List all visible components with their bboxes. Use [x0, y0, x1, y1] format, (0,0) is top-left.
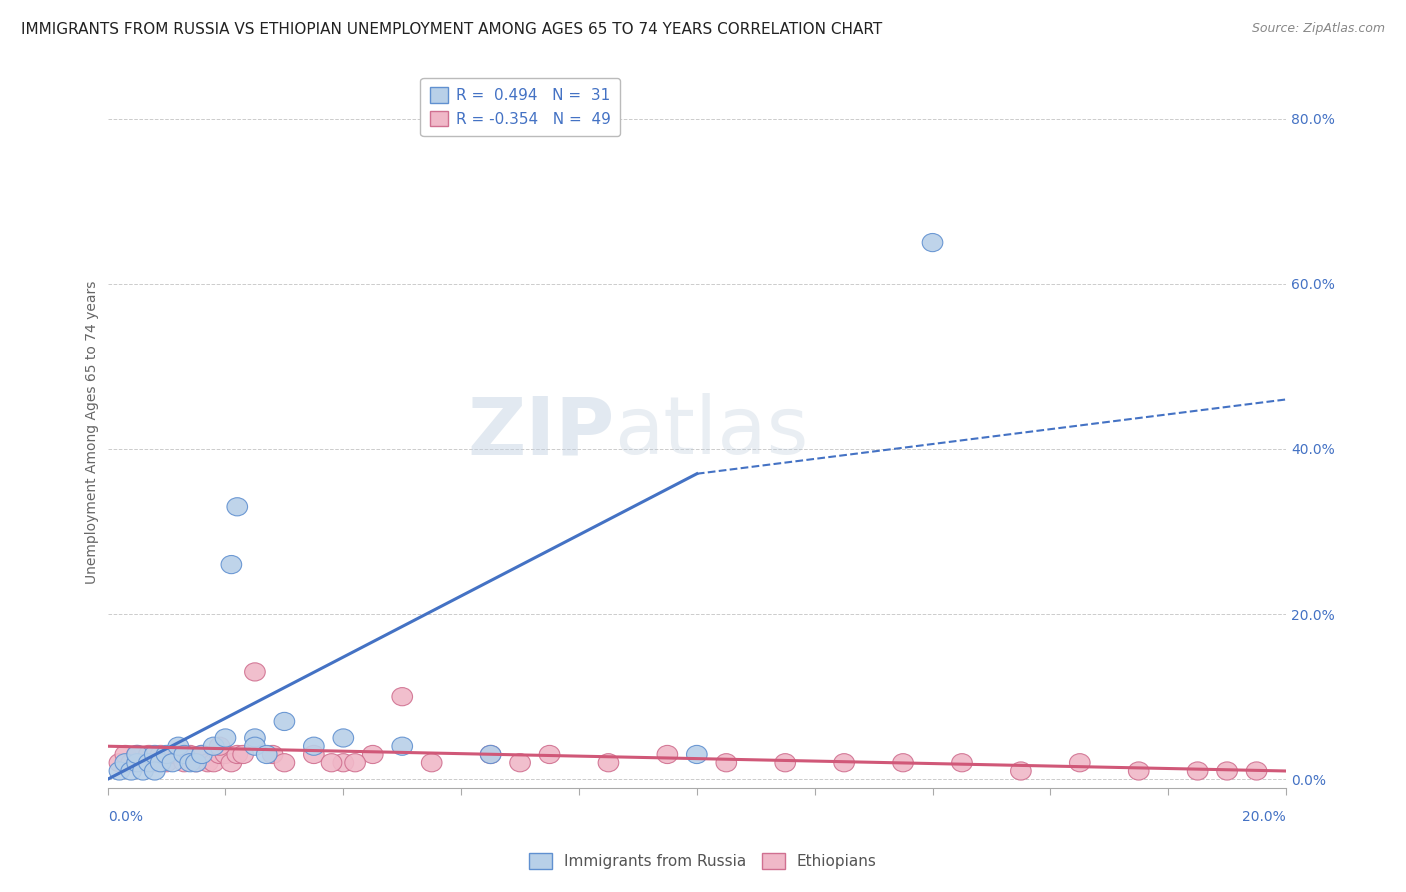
Ellipse shape	[422, 754, 441, 772]
Ellipse shape	[657, 746, 678, 764]
Ellipse shape	[180, 754, 201, 772]
Text: Source: ZipAtlas.com: Source: ZipAtlas.com	[1251, 22, 1385, 36]
Ellipse shape	[392, 688, 412, 706]
Ellipse shape	[115, 746, 135, 764]
Ellipse shape	[221, 754, 242, 772]
Text: 0.0%: 0.0%	[108, 810, 142, 824]
Ellipse shape	[110, 754, 129, 772]
Ellipse shape	[139, 754, 159, 772]
Ellipse shape	[510, 754, 530, 772]
Ellipse shape	[115, 754, 135, 772]
Ellipse shape	[156, 746, 177, 764]
Ellipse shape	[256, 746, 277, 764]
Ellipse shape	[204, 737, 224, 756]
Ellipse shape	[174, 746, 194, 764]
Ellipse shape	[598, 754, 619, 772]
Ellipse shape	[226, 746, 247, 764]
Ellipse shape	[1129, 762, 1149, 780]
Ellipse shape	[145, 754, 165, 772]
Ellipse shape	[150, 754, 172, 772]
Ellipse shape	[481, 746, 501, 764]
Ellipse shape	[304, 737, 325, 756]
Ellipse shape	[145, 762, 165, 780]
Ellipse shape	[162, 746, 183, 764]
Ellipse shape	[209, 737, 231, 756]
Y-axis label: Unemployment Among Ages 65 to 74 years: Unemployment Among Ages 65 to 74 years	[86, 281, 100, 584]
Ellipse shape	[834, 754, 855, 772]
Ellipse shape	[139, 746, 159, 764]
Ellipse shape	[209, 746, 231, 764]
Ellipse shape	[274, 713, 295, 731]
Ellipse shape	[127, 746, 148, 764]
Ellipse shape	[274, 754, 295, 772]
Ellipse shape	[952, 754, 973, 772]
Ellipse shape	[186, 754, 207, 772]
Ellipse shape	[145, 746, 165, 764]
Ellipse shape	[233, 746, 253, 764]
Ellipse shape	[1246, 762, 1267, 780]
Ellipse shape	[922, 234, 943, 252]
Ellipse shape	[204, 754, 224, 772]
Ellipse shape	[333, 729, 354, 747]
Ellipse shape	[245, 663, 266, 681]
Text: IMMIGRANTS FROM RUSSIA VS ETHIOPIAN UNEMPLOYMENT AMONG AGES 65 TO 74 YEARS CORRE: IMMIGRANTS FROM RUSSIA VS ETHIOPIAN UNEM…	[21, 22, 883, 37]
Ellipse shape	[716, 754, 737, 772]
Ellipse shape	[121, 754, 142, 772]
Ellipse shape	[1216, 762, 1237, 780]
Ellipse shape	[263, 746, 283, 764]
Ellipse shape	[132, 762, 153, 780]
Ellipse shape	[162, 754, 183, 772]
Ellipse shape	[363, 746, 382, 764]
Legend: R =  0.494   N =  31, R = -0.354   N =  49: R = 0.494 N = 31, R = -0.354 N = 49	[420, 78, 620, 136]
Ellipse shape	[121, 762, 142, 780]
Ellipse shape	[215, 729, 236, 747]
Ellipse shape	[775, 754, 796, 772]
Ellipse shape	[1070, 754, 1090, 772]
Ellipse shape	[191, 746, 212, 764]
Ellipse shape	[226, 498, 247, 516]
Ellipse shape	[333, 754, 354, 772]
Ellipse shape	[221, 556, 242, 574]
Ellipse shape	[169, 746, 188, 764]
Ellipse shape	[893, 754, 914, 772]
Ellipse shape	[686, 746, 707, 764]
Ellipse shape	[127, 746, 148, 764]
Ellipse shape	[110, 762, 129, 780]
Ellipse shape	[197, 754, 218, 772]
Legend: Immigrants from Russia, Ethiopians: Immigrants from Russia, Ethiopians	[523, 847, 883, 875]
Ellipse shape	[344, 754, 366, 772]
Ellipse shape	[481, 746, 501, 764]
Ellipse shape	[156, 754, 177, 772]
Ellipse shape	[191, 746, 212, 764]
Ellipse shape	[304, 746, 325, 764]
Ellipse shape	[245, 737, 266, 756]
Ellipse shape	[392, 737, 412, 756]
Text: ZIP: ZIP	[467, 393, 614, 472]
Ellipse shape	[321, 754, 342, 772]
Ellipse shape	[132, 754, 153, 772]
Ellipse shape	[186, 754, 207, 772]
Ellipse shape	[180, 746, 201, 764]
Ellipse shape	[127, 754, 148, 772]
Ellipse shape	[150, 746, 172, 764]
Text: 20.0%: 20.0%	[1243, 810, 1286, 824]
Ellipse shape	[215, 746, 236, 764]
Text: atlas: atlas	[614, 393, 808, 472]
Ellipse shape	[540, 746, 560, 764]
Ellipse shape	[1011, 762, 1031, 780]
Ellipse shape	[169, 737, 188, 756]
Ellipse shape	[245, 729, 266, 747]
Ellipse shape	[174, 754, 194, 772]
Ellipse shape	[1187, 762, 1208, 780]
